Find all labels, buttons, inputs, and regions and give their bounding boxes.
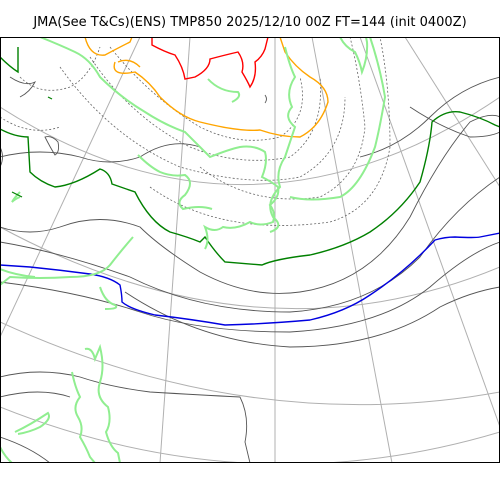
- isotherm-line: [113, 37, 329, 138]
- isotherm-orange: [84, 37, 329, 138]
- coastline: [137, 154, 213, 211]
- coastline: [0, 268, 36, 278]
- coastline: [99, 286, 118, 310]
- isotherm-line: [0, 241, 500, 333]
- island: [47, 96, 53, 100]
- isotherm-line: [0, 47, 19, 74]
- coastline: [289, 37, 387, 201]
- isotherm-line: [0, 371, 251, 463]
- coastlines: [0, 37, 387, 463]
- parallel-line: [0, 406, 500, 463]
- isotherm-line: [0, 111, 500, 266]
- isotherm-red: [151, 37, 269, 89]
- isotherm-line: [0, 114, 500, 294]
- island: [11, 191, 23, 198]
- meridian-line: [159, 37, 191, 463]
- coastline: [71, 371, 96, 463]
- parallel-line: [0, 96, 500, 185]
- isotherm-line: [124, 286, 500, 348]
- coastline: [0, 446, 13, 463]
- isotherm-line: [0, 436, 51, 463]
- isotherm-line: [151, 37, 269, 89]
- meridian-line: [359, 37, 500, 428]
- coastline: [0, 236, 134, 286]
- meridian-line: [0, 37, 141, 338]
- isotherm-line: [0, 232, 500, 326]
- parallel-line: [0, 226, 500, 310]
- island: [264, 94, 267, 104]
- isotherm-zero: [0, 47, 500, 266]
- isotherm-line: [0, 143, 201, 163]
- isotherm-dotted: [0, 37, 391, 226]
- parallel-line: [0, 321, 500, 406]
- coastline: [339, 37, 369, 76]
- isotherm-line: [409, 106, 500, 138]
- isotherm-line: [84, 37, 133, 56]
- island: [9, 76, 37, 98]
- coastline: [39, 37, 280, 250]
- coastline: [269, 46, 297, 233]
- isotherm-line: [0, 176, 500, 313]
- island-green: [11, 96, 53, 198]
- isotherm-minor: [0, 76, 500, 463]
- coastline: [84, 343, 121, 463]
- isotherm-line: [359, 76, 500, 158]
- island: [44, 136, 60, 156]
- coastline: [14, 411, 50, 435]
- chart-title: JMA(See T&Cs)(ENS) TMP850 2025/12/10 00Z…: [33, 15, 467, 30]
- isotherm-line: [0, 391, 71, 398]
- coastline: [207, 78, 241, 103]
- isotherm-blue: [0, 232, 500, 326]
- meridian-line: [311, 37, 393, 463]
- weather-map[interactable]: [0, 37, 500, 463]
